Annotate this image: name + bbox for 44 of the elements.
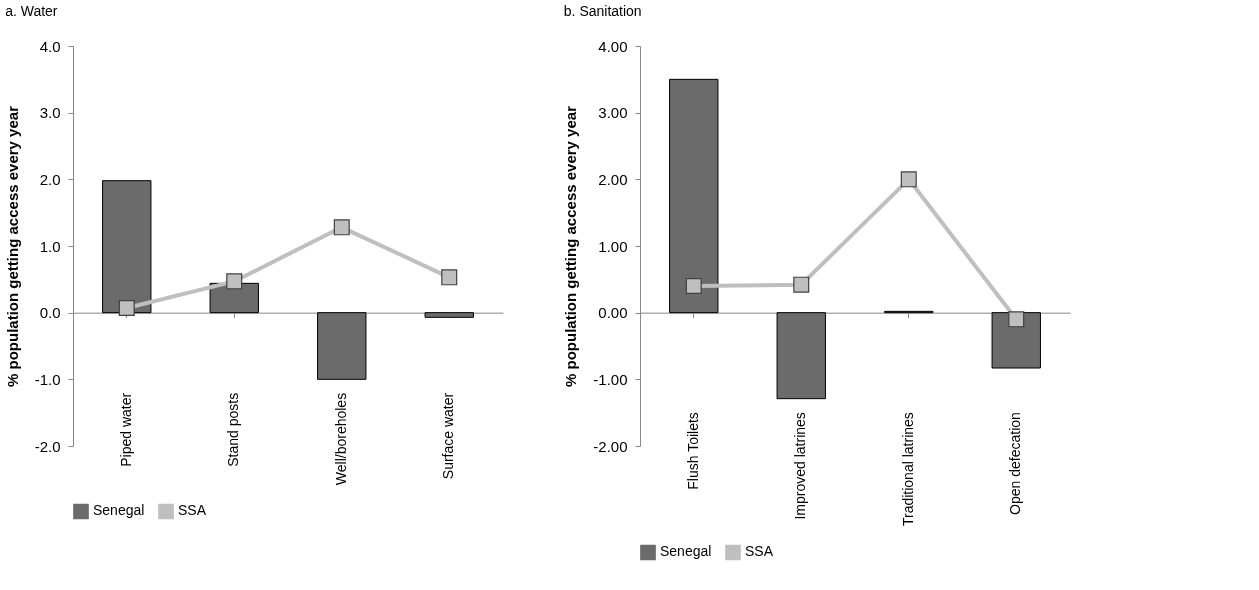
chart-title: b. Sanitation xyxy=(563,3,642,19)
y-tick-label: 2.00 xyxy=(598,170,628,188)
legend-label: SSA xyxy=(745,543,774,560)
bar xyxy=(102,180,152,314)
y-tick-label: 1.00 xyxy=(598,237,628,255)
point xyxy=(1008,311,1025,328)
x-tick-label: Traditional latrines xyxy=(899,412,916,527)
x-tick-label: Well/boreholes xyxy=(332,392,349,486)
point xyxy=(793,276,810,293)
chart-title: a. Water xyxy=(5,3,58,19)
bar xyxy=(669,78,719,314)
bar xyxy=(424,312,474,318)
y-tick-label: 4.00 xyxy=(598,37,628,55)
point xyxy=(226,273,243,290)
y-tick-label: -1.00 xyxy=(593,370,628,388)
bar xyxy=(317,312,367,380)
y-tick-label: 0.00 xyxy=(598,304,628,322)
x-tick-label: Stand posts xyxy=(225,392,242,467)
legend-label: SSA xyxy=(178,502,207,519)
x-tick-label: Flush Toilets xyxy=(684,412,701,490)
point xyxy=(685,277,702,295)
y-axis-title: % population getting access every year xyxy=(562,105,580,387)
point xyxy=(900,171,917,188)
y-tick-label: -2.0 xyxy=(34,437,61,455)
y-tick-label: 2.0 xyxy=(39,170,61,188)
y-tick-label: 3.00 xyxy=(598,104,628,122)
y-tick-label: 4.0 xyxy=(39,37,61,55)
x-tick-label: Surface water xyxy=(440,392,457,480)
legend-label: Senegal xyxy=(93,502,145,519)
y-tick-label: -2.00 xyxy=(593,437,628,455)
y-tick-label: -1.0 xyxy=(34,370,61,388)
x-tick-label: Improved latrines xyxy=(792,412,809,520)
y-axis-title: % population getting access every year xyxy=(3,105,21,387)
y-tick-label: 1.0 xyxy=(39,237,61,255)
bar xyxy=(991,312,1041,369)
x-tick-label: Piped water xyxy=(117,392,134,467)
point xyxy=(118,299,135,317)
y-tick-label: 3.0 xyxy=(39,104,61,122)
bar xyxy=(776,312,826,400)
point xyxy=(333,219,350,236)
y-tick-label: 0.0 xyxy=(39,304,61,322)
point xyxy=(441,269,458,286)
x-tick-label: Open defecation xyxy=(1007,412,1024,515)
legend-label: Senegal xyxy=(660,543,712,560)
